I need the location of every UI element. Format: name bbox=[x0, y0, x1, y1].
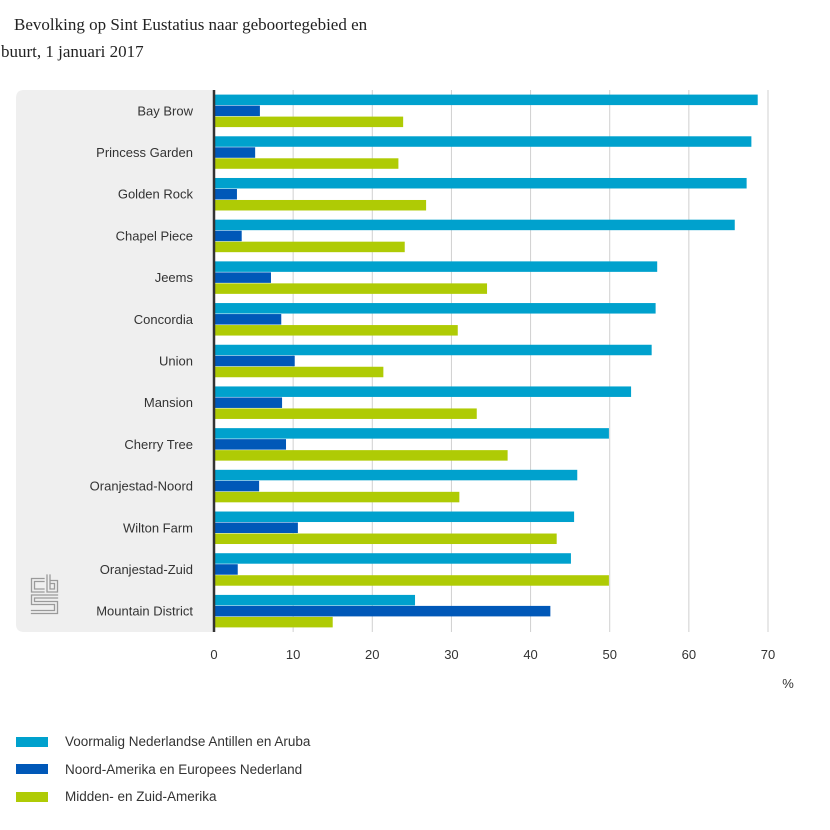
legend-swatch-series-3 bbox=[16, 791, 48, 802]
bar-union-series-1 bbox=[214, 344, 652, 356]
bar-chapel-piece-series-3 bbox=[214, 241, 405, 253]
x-tick-labels: 0 10 20 30 40 50 60 70 bbox=[210, 647, 775, 662]
category-label-oranjestad-zuid: Oranjestad-Zuid bbox=[100, 562, 193, 577]
x-tick-label-30: 30 bbox=[444, 647, 458, 662]
bar-oranjestad-noord-series-1 bbox=[214, 469, 578, 481]
bar-concordia-series-1 bbox=[214, 303, 656, 314]
legend-swatch-series-2 bbox=[16, 764, 48, 775]
bar-bay-brow-series-1 bbox=[214, 94, 758, 106]
bar-oranjestad-zuid-series-1 bbox=[214, 553, 571, 564]
category-label-bay-brow: Bay Brow bbox=[137, 103, 193, 118]
category-label-concordia: Concordia bbox=[134, 312, 194, 327]
x-tick-label-0: 0 bbox=[210, 647, 217, 662]
bar-chapel-piece-series-2 bbox=[214, 230, 242, 242]
bar-princess-garden-series-3 bbox=[214, 158, 399, 169]
x-tick-label-50: 50 bbox=[602, 647, 616, 662]
bar-jeems-series-1 bbox=[214, 261, 658, 272]
x-tick-label-60: 60 bbox=[682, 647, 696, 662]
legend-swatch-series-1 bbox=[16, 736, 48, 747]
bar-jeems-series-3 bbox=[214, 283, 488, 294]
bar-princess-garden-series-2 bbox=[214, 147, 256, 158]
legend-item-series-1: Voormalig Nederlandse Antillen en Aruba bbox=[16, 728, 516, 756]
bars bbox=[214, 94, 758, 628]
chart-title-line-2: buurt, 1 januari 2017 bbox=[1, 42, 144, 61]
legend-item-series-3: Midden- en Zuid-Amerika bbox=[16, 783, 516, 811]
x-tick-label-70: 70 bbox=[761, 647, 775, 662]
bar-wilton-farm-series-1 bbox=[214, 511, 575, 523]
bar-union-series-2 bbox=[214, 355, 295, 367]
legend-label-series-3: Midden- en Zuid-Amerika bbox=[65, 789, 217, 804]
category-label-oranjestad-noord: Oranjestad-Noord bbox=[90, 479, 193, 494]
bar-wilton-farm-series-3 bbox=[214, 533, 557, 545]
legend-label-series-2: Noord-Amerika en Europees Nederland bbox=[65, 761, 303, 777]
bar-mountain-district-series-2 bbox=[214, 605, 551, 617]
bar-mansion-series-1 bbox=[214, 386, 632, 397]
bar-chapel-piece-series-1 bbox=[214, 219, 735, 231]
bar-mountain-district-series-3 bbox=[214, 616, 333, 628]
bar-princess-garden-series-1 bbox=[214, 136, 752, 147]
bar-cherry-tree-series-3 bbox=[214, 450, 508, 461]
bar-mansion-series-2 bbox=[214, 397, 283, 408]
cbs-logo-s bbox=[30, 594, 59, 615]
bar-concordia-series-2 bbox=[214, 314, 282, 325]
bar-jeems-series-2 bbox=[214, 272, 271, 283]
bar-union-series-3 bbox=[214, 366, 384, 378]
x-tick-label-10: 10 bbox=[286, 647, 300, 662]
bar-wilton-farm-series-2 bbox=[214, 522, 298, 534]
category-label-union: Union bbox=[159, 354, 193, 369]
cbs-logo bbox=[30, 574, 59, 615]
bar-oranjestad-noord-series-2 bbox=[214, 480, 260, 492]
category-label-mountain-district: Mountain District bbox=[96, 604, 193, 619]
bar-mountain-district-series-1 bbox=[214, 594, 416, 606]
bar-golden-rock-series-3 bbox=[214, 199, 427, 211]
category-label-mansion: Mansion bbox=[144, 395, 193, 410]
x-unit-label: % bbox=[782, 676, 794, 691]
bar-cherry-tree-series-1 bbox=[214, 428, 609, 439]
bar-oranjestad-zuid-series-3 bbox=[214, 575, 609, 586]
bar-golden-rock-series-2 bbox=[214, 188, 237, 200]
cbs-logo-b bbox=[46, 574, 59, 593]
category-label-jeems: Jeems bbox=[155, 270, 194, 285]
legend-item-series-2: Noord-Amerika en Europees Nederland bbox=[16, 756, 516, 784]
gridlines bbox=[292, 90, 769, 632]
category-labels: Bay Brow Princess Garden Golden Rock Chapel… bbox=[90, 103, 194, 618]
bar-oranjestad-zuid-series-2 bbox=[214, 564, 238, 575]
bar-bay-brow-series-3 bbox=[214, 116, 404, 128]
bar-golden-rock-series-1 bbox=[214, 177, 747, 189]
category-label-chapel-piece: Chapel Piece bbox=[116, 228, 193, 243]
legend: Voormalig Nederlandse Antillen en Aruba … bbox=[16, 728, 516, 811]
x-tick-label-20: 20 bbox=[365, 647, 379, 662]
chart-title: Bevolking op Sint Eustatius naar geboort… bbox=[0, 11, 367, 65]
cbs-logo-c bbox=[30, 577, 45, 593]
chart-title-line-1: Bevolking op Sint Eustatius naar geboort… bbox=[14, 15, 368, 34]
category-label-cherry-tree: Cherry Tree bbox=[124, 437, 193, 452]
legend-label-series-1: Voormalig Nederlandse Antillen en Aruba bbox=[65, 734, 311, 749]
bar-oranjestad-noord-series-3 bbox=[214, 491, 460, 503]
bar-cherry-tree-series-2 bbox=[214, 439, 287, 450]
bar-concordia-series-3 bbox=[214, 325, 458, 336]
category-label-golden-rock: Golden Rock bbox=[118, 187, 194, 202]
x-tick-label-40: 40 bbox=[523, 647, 537, 662]
category-label-wilton-farm: Wilton Farm bbox=[123, 520, 193, 535]
bar-bay-brow-series-2 bbox=[214, 105, 260, 117]
category-label-princess-garden: Princess Garden bbox=[96, 145, 193, 160]
bar-mansion-series-3 bbox=[214, 408, 477, 419]
category-panel bbox=[16, 90, 214, 632]
